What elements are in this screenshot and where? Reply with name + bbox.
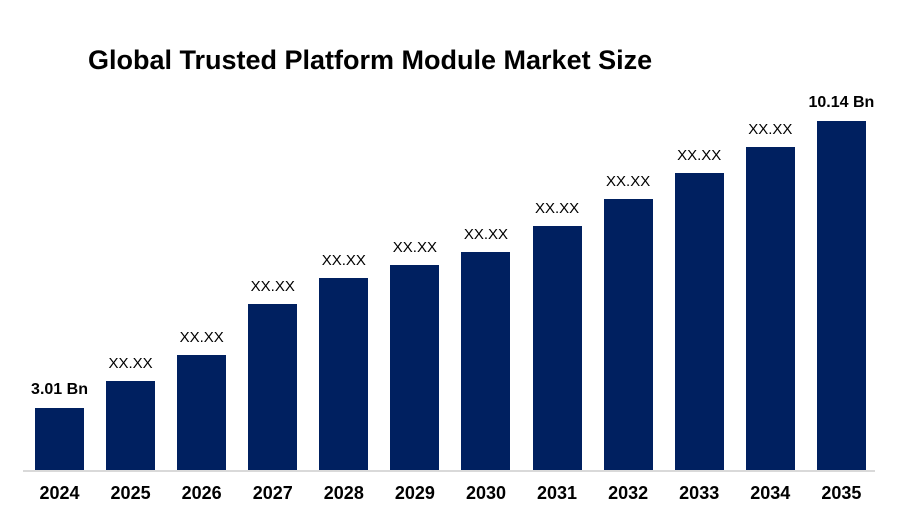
- x-axis-label-2024: 2024: [39, 483, 80, 503]
- bar-plot-area: 3.01 Bn XX.XX XX.XX XX.XX XX.XX XX.XX XX.XX XX.…: [31, 94, 874, 471]
- x-axis-label-2035: 2035: [821, 483, 862, 503]
- bar-2033: [674, 173, 724, 471]
- bar-value-label-2034: XX.XX: [748, 121, 793, 138]
- bar-column-2032: XX.XX: [603, 173, 653, 471]
- bar-column-2025: XX.XX: [106, 355, 156, 471]
- bar-column-2027: XX.XX: [248, 278, 298, 471]
- bar-2025: [106, 381, 156, 471]
- x-axis-label-2030: 2030: [465, 483, 506, 503]
- bar-column-2030: XX.XX: [461, 226, 511, 471]
- bar-2028: [319, 278, 369, 471]
- bar-value-label-2028: XX.XX: [321, 252, 366, 269]
- bar-column-2033: XX.XX: [674, 147, 724, 471]
- x-axis-labels-row: 2024 2025 2026 2027 2028 2029 2030 2031 2032 2033…: [35, 483, 866, 504]
- bar-value-label-2025: XX.XX: [108, 355, 153, 372]
- bar-value-label-2035: 10.14 Bn: [808, 94, 875, 111]
- bar-2027: [248, 304, 298, 471]
- bar-2031: [532, 226, 582, 471]
- bar-column-2034: XX.XX: [745, 121, 795, 471]
- bar-2026: [177, 355, 227, 471]
- x-axis-label-2033: 2033: [679, 483, 720, 503]
- bar-value-label-2026: XX.XX: [179, 329, 224, 346]
- bar-2024: [35, 408, 84, 471]
- x-axis-label-2027: 2027: [252, 483, 293, 503]
- bar-column-2024: 3.01 Bn: [31, 381, 88, 471]
- chart-title: Global Trusted Platform Module Market Si…: [88, 45, 653, 75]
- bar-column-2029: XX.XX: [390, 239, 440, 471]
- bar-value-label-2033: XX.XX: [677, 147, 722, 164]
- bar-column-2026: XX.XX: [177, 329, 227, 471]
- x-axis-label-2025: 2025: [110, 483, 151, 503]
- bar-column-2028: XX.XX: [319, 252, 369, 471]
- x-axis-line: [23, 470, 875, 472]
- x-axis-label-2032: 2032: [608, 483, 649, 503]
- bar-value-label-2032: XX.XX: [606, 173, 651, 190]
- bar-2029: [390, 265, 440, 471]
- x-axis-label-2034: 2034: [750, 483, 791, 503]
- x-axis-label-2026: 2026: [181, 483, 222, 503]
- bar-2034: [745, 147, 795, 471]
- bar-value-label-2029: XX.XX: [392, 239, 437, 256]
- bar-2032: [603, 199, 653, 471]
- bar-value-label-2027: XX.XX: [250, 278, 295, 295]
- bar-value-label-2024: 3.01 Bn: [31, 381, 88, 398]
- bar-column-2031: XX.XX: [532, 200, 582, 471]
- bar-value-label-2030: XX.XX: [463, 226, 509, 243]
- x-axis-label-2028: 2028: [323, 483, 364, 503]
- bar-column-2035: 10.14 Bn: [808, 94, 874, 471]
- bar-2030: [461, 252, 511, 471]
- x-axis-label-2031: 2031: [537, 483, 578, 503]
- bar-value-label-2031: XX.XX: [534, 200, 580, 217]
- bar-2035: [816, 121, 866, 471]
- x-axis-label-2029: 2029: [394, 483, 435, 503]
